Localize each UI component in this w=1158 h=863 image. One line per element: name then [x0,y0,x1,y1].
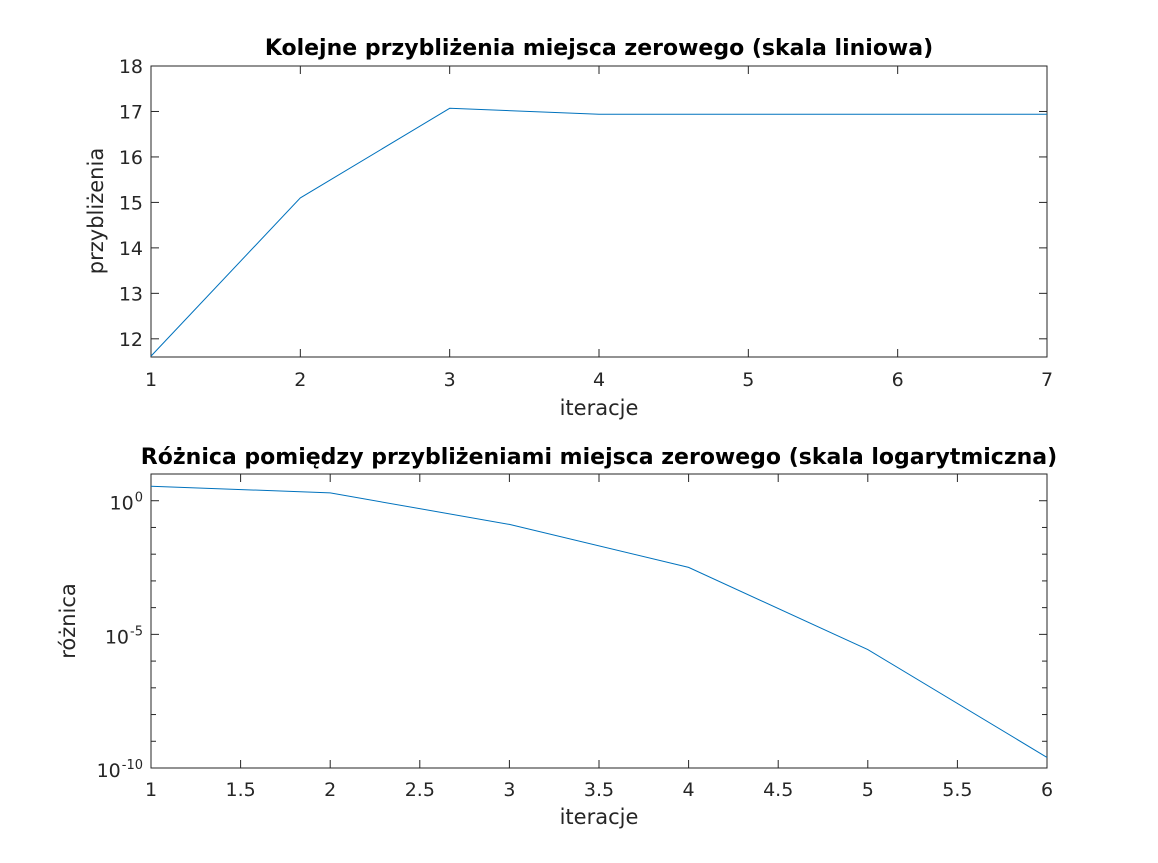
y-tick-label: 14 [119,238,143,260]
y-tick-base: 10 [110,493,134,515]
x-tick-label: 7 [1041,369,1053,391]
x-tick-label: 5.5 [942,779,972,801]
y-axis-label: przybliżenia [84,148,108,274]
x-tick-label: 2 [294,369,306,391]
chart-title: Kolejne przybliżenia miejsca zerowego (s… [265,36,933,61]
x-tick-label: 2 [324,779,336,801]
x-tick-label: 1 [145,369,157,391]
chart-log: Różnica pomiędzy przybliżeniami miejsca … [56,445,1057,829]
series-line [150,485,1048,758]
y-tick-label: 18 [119,56,143,78]
y-tick-base: 10 [97,760,121,782]
x-tick-label: 4.5 [763,779,793,801]
x-tick-label: 4 [593,369,605,391]
x-tick-label: 3.5 [584,779,614,801]
x-tick-label: 1.5 [225,779,255,801]
x-tick-label: 6 [1041,779,1053,801]
y-tick-exponent: -5 [130,624,143,639]
x-tick-label: 5 [742,369,754,391]
x-tick-label: 6 [892,369,904,391]
x-tick-label: 5 [862,779,874,801]
x-axis-label: iteracje [560,396,639,420]
x-tick-label: 3 [444,369,456,391]
y-tick-label: 13 [119,283,143,305]
y-tick-label: 15 [119,192,143,214]
series-line [150,107,1047,357]
x-tick-label: 2.5 [405,779,435,801]
y-tick-label: 010 [110,491,143,515]
y-tick-base: 10 [105,626,129,648]
tick-marks [150,473,1048,769]
x-tick-labels: 1 1.5 2 2.5 3 3.5 4 4.5 5 5.5 6 [145,779,1053,801]
plot-area [150,65,1048,358]
y-tick-exponent: -10 [122,758,143,773]
y-tick-labels: 12 13 14 15 16 17 18 [119,56,143,351]
x-tick-label: 4 [683,779,695,801]
plot-area [150,473,1048,769]
y-tick-label: 12 [119,329,143,351]
chart-linear: Kolejne przybliżenia miejsca zerowego (s… [84,36,1053,420]
x-tick-label: 3 [503,779,515,801]
y-axis-label: różnica [56,583,80,659]
tick-marks [150,65,1048,357]
y-tick-label: -510 [105,624,143,648]
x-axis-label: iteracje [560,805,639,829]
y-tick-label: 16 [119,147,143,169]
x-tick-labels: 1 2 3 4 5 6 7 [145,369,1053,391]
chart-title: Różnica pomiędzy przybliżeniami miejsca … [141,445,1057,470]
y-tick-label: 17 [119,101,143,123]
y-tick-exponent: 0 [135,491,143,506]
x-tick-label: 1 [145,779,157,801]
